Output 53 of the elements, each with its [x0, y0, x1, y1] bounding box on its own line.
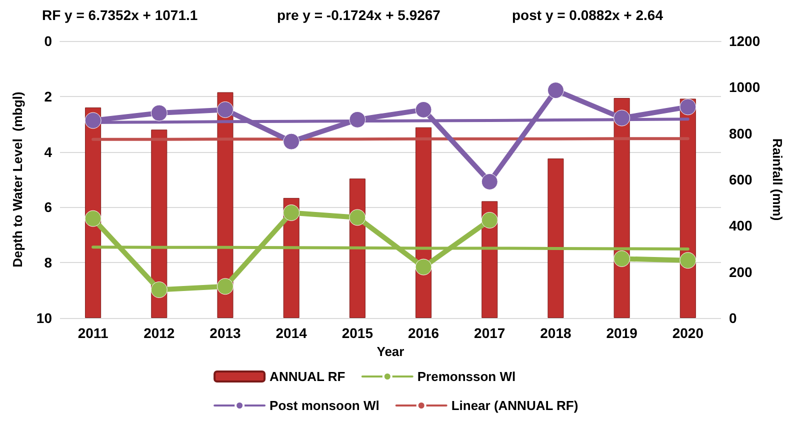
- point: [547, 82, 564, 99]
- legend-label: Linear (ANNUAL RF): [451, 398, 578, 413]
- point: [415, 258, 432, 276]
- point: [150, 282, 168, 298]
- x-tick-label: 2017: [474, 325, 506, 341]
- legend-label: ANNUAL RF: [270, 369, 346, 384]
- point: [680, 252, 696, 269]
- x-tick-label: 2020: [672, 325, 704, 341]
- y-axis-title: Depth to Water Level (mbgl): [10, 92, 25, 268]
- y-tick-label: 4: [44, 144, 52, 160]
- x-tick-label: 2014: [276, 325, 308, 341]
- y2-tick-label: 800: [728, 125, 753, 142]
- x-tick-label: 2011: [78, 325, 108, 341]
- y2-tick-label: 1000: [728, 79, 760, 96]
- y2-tick-label: 600: [728, 172, 753, 188]
- point: [217, 278, 234, 295]
- legend-label: Post monsoon Wl: [270, 398, 380, 413]
- text: RF y = 6.7352x + 1071.1: [42, 7, 198, 23]
- x-tick-label: 2019: [606, 325, 638, 341]
- point: [349, 209, 366, 226]
- point: [349, 111, 366, 128]
- bar: [548, 158, 564, 318]
- y-tick-label: 8: [44, 254, 52, 271]
- y-tick-label: 2: [44, 88, 52, 104]
- y2-tick-label: 200: [728, 264, 753, 280]
- point: [84, 112, 102, 129]
- x-tick-label: 2012: [144, 325, 175, 341]
- point: [614, 110, 630, 126]
- point: [481, 173, 498, 190]
- x-tick-label: 2015: [342, 325, 374, 341]
- x-axis-title: Year: [376, 344, 404, 359]
- y2-tick-label: 1200: [728, 33, 760, 49]
- text: pre y = -0.1724x + 5.9267: [277, 7, 441, 23]
- legend-label: Premonsson Wl: [417, 369, 516, 384]
- point: [84, 210, 102, 227]
- point: [217, 101, 234, 118]
- point: [680, 98, 696, 116]
- point: [614, 250, 630, 267]
- point: [150, 104, 168, 122]
- y2-tick-label: 400: [728, 218, 753, 234]
- y2-axis-title: Rainfall (mm): [770, 138, 785, 221]
- y-tick-label: 6: [44, 199, 52, 216]
- x-tick-label: 2018: [540, 325, 572, 341]
- x-tick-label: 2016: [408, 325, 440, 341]
- point: [283, 133, 300, 150]
- x-tick-label: 2013: [210, 325, 242, 341]
- point: [415, 101, 432, 118]
- y2-tick-label: 0: [728, 310, 737, 326]
- point: [283, 204, 300, 221]
- y-tick-label: 0: [44, 33, 52, 49]
- y-tick-label: 10: [36, 310, 52, 326]
- point: [481, 212, 498, 228]
- text: post y = 0.0882x + 2.64: [512, 7, 664, 23]
